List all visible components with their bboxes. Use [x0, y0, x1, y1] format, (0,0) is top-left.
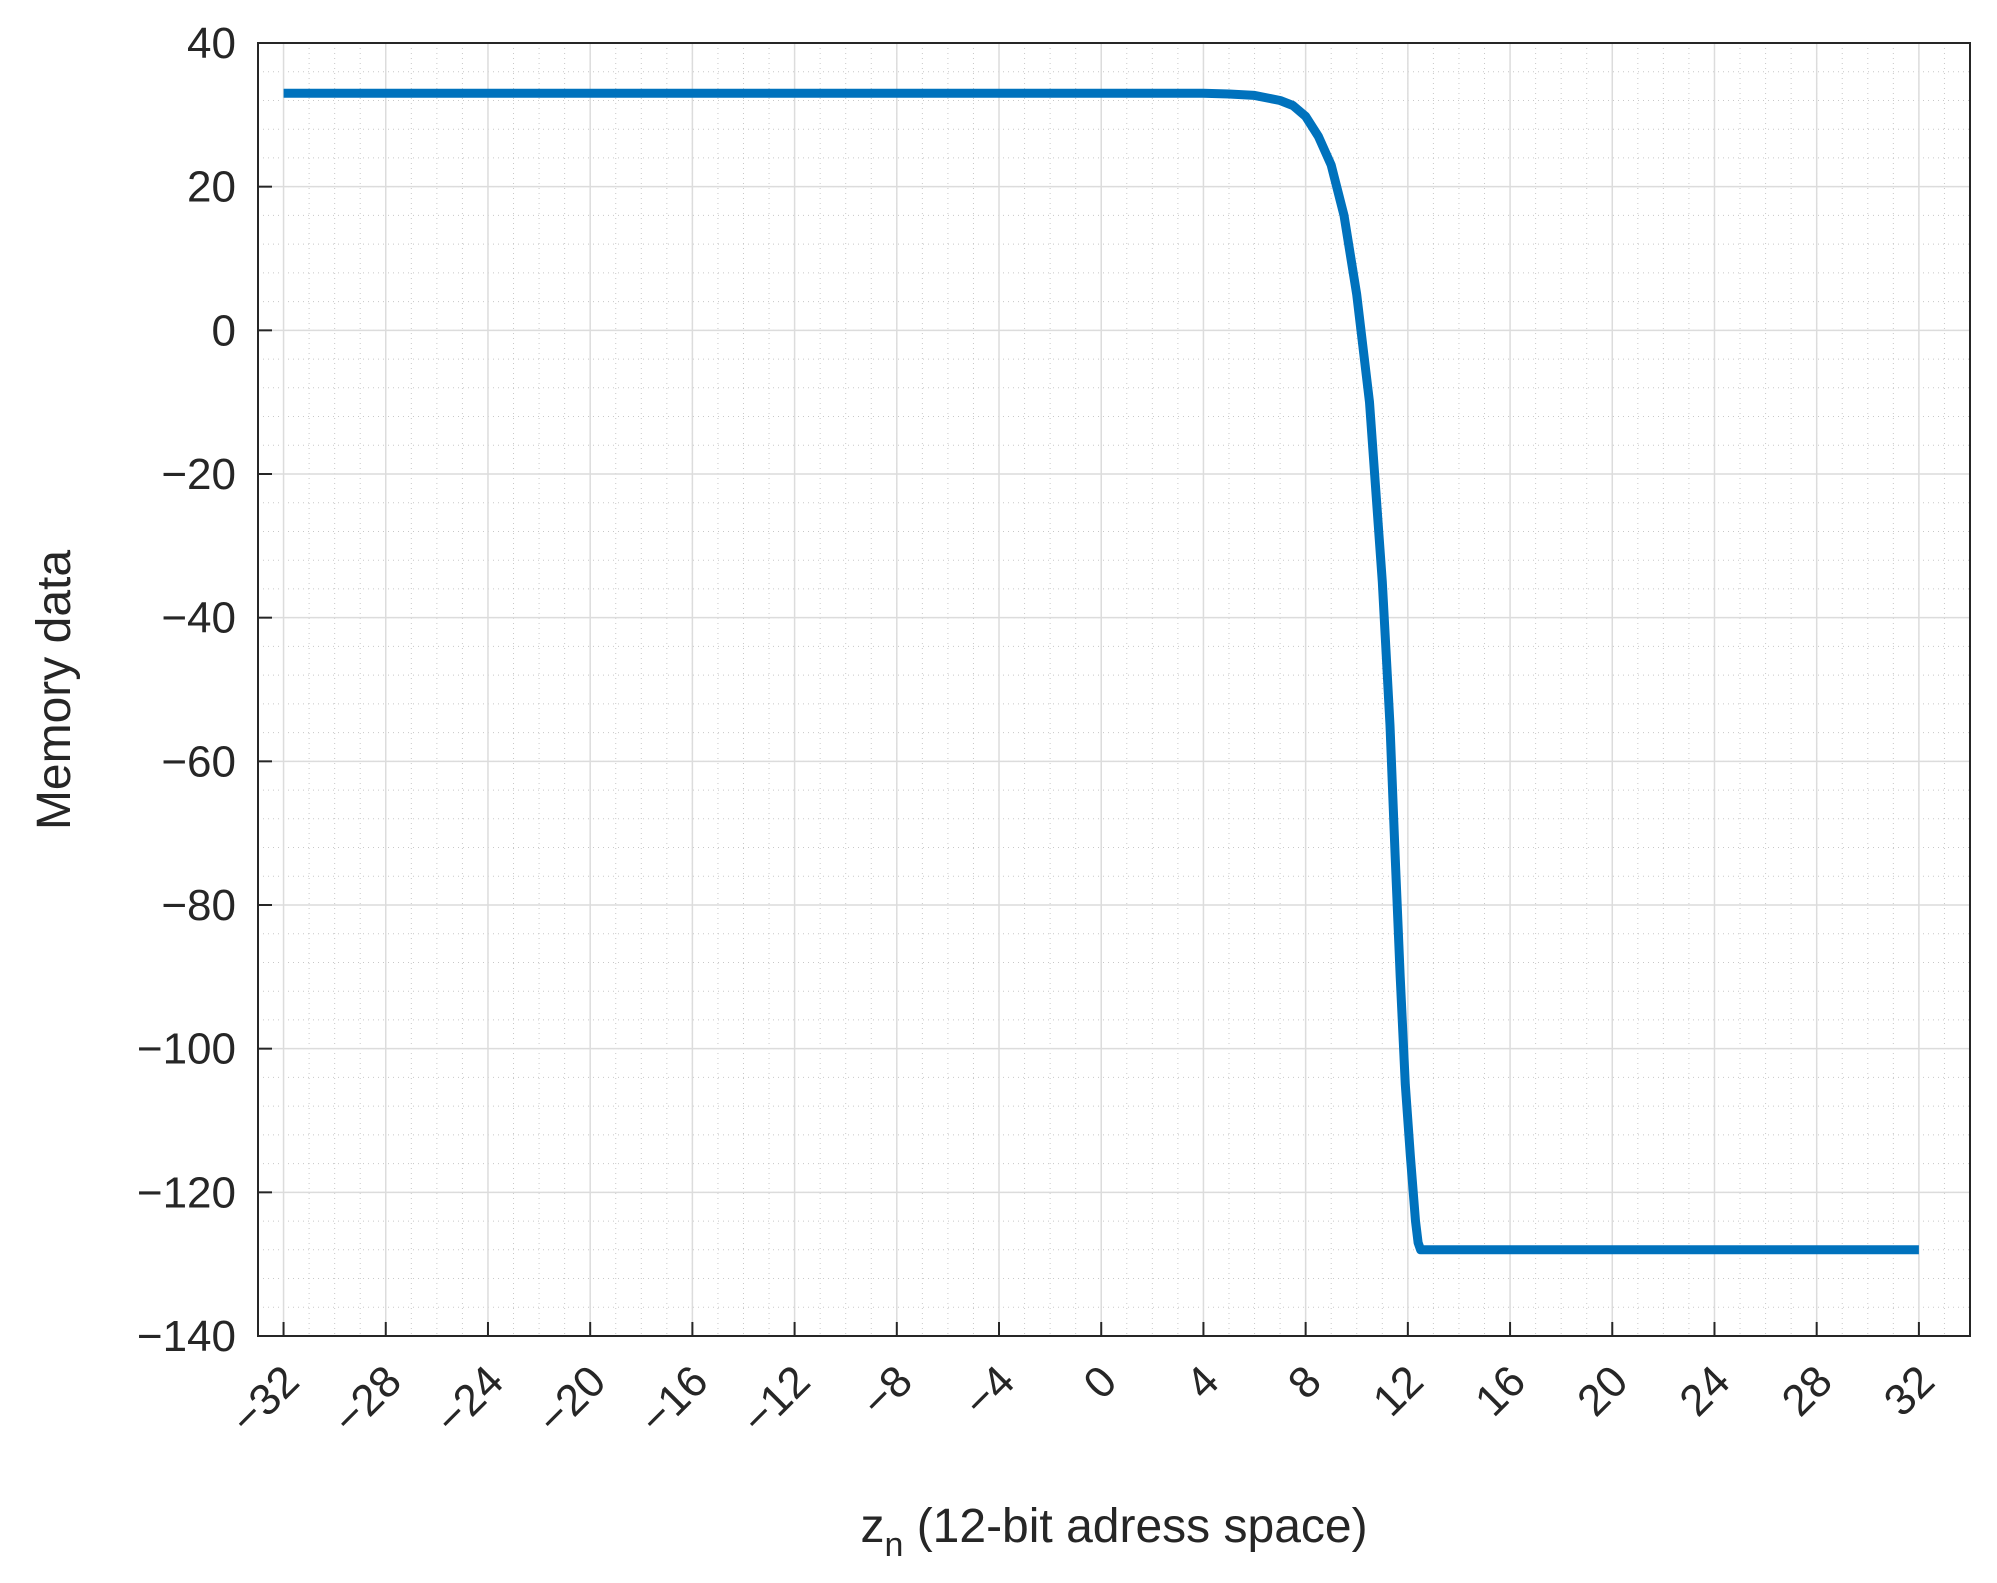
y-tick-label: −80 [161, 881, 236, 930]
x-axis-title: zn (12-bit adress space) [860, 1500, 1367, 1564]
x-tick-label: −8 [852, 1356, 922, 1426]
x-tick-label: 24 [1670, 1356, 1739, 1425]
x-tick-label: 20 [1568, 1356, 1637, 1425]
y-tick-label: −100 [137, 1025, 236, 1074]
series-line-0 [283, 88, 1919, 1255]
plot-area [258, 43, 1970, 1336]
x-tick-label: 16 [1466, 1356, 1535, 1425]
x-tick-label: 28 [1772, 1356, 1841, 1425]
y-tick-label: −20 [161, 450, 236, 499]
x-tick-label: −32 [221, 1356, 308, 1443]
x-tick-label: −28 [323, 1356, 410, 1443]
series-layer [283, 88, 1919, 1255]
y-tick-label: 20 [187, 163, 236, 212]
y-axis-ticks: 40 20 0 −20 −40 −60 −80 −100 −120 −140 [137, 19, 272, 1361]
y-axis-title: Memory data [28, 550, 81, 830]
x-tick-label: 12 [1364, 1356, 1433, 1425]
x-axis-ticks: −32 −28 −24 −20 −16 −12 −8 −4 0 4 8 12 16 20 24 28 32 [221, 1322, 1944, 1444]
x-tick-label: 0 [1074, 1356, 1126, 1408]
axes-box [257, 42, 1971, 1337]
x-tick-label: 32 [1875, 1356, 1944, 1425]
x-tick-label: 8 [1279, 1356, 1331, 1408]
x-tick-label: −24 [426, 1356, 513, 1443]
x-tick-label: −16 [630, 1356, 717, 1443]
y-tick-label: −40 [161, 594, 236, 643]
y-tick-label: −60 [161, 737, 236, 786]
y-tick-label: −120 [137, 1168, 236, 1217]
y-tick-label: 0 [212, 306, 236, 355]
x-tick-label: 4 [1177, 1356, 1229, 1408]
x-tick-label: −12 [732, 1356, 819, 1443]
y-tick-label: 40 [187, 19, 236, 68]
x-tick-label: −20 [528, 1356, 615, 1443]
x-tick-label: −4 [954, 1356, 1024, 1426]
y-tick-label: −140 [137, 1312, 236, 1361]
